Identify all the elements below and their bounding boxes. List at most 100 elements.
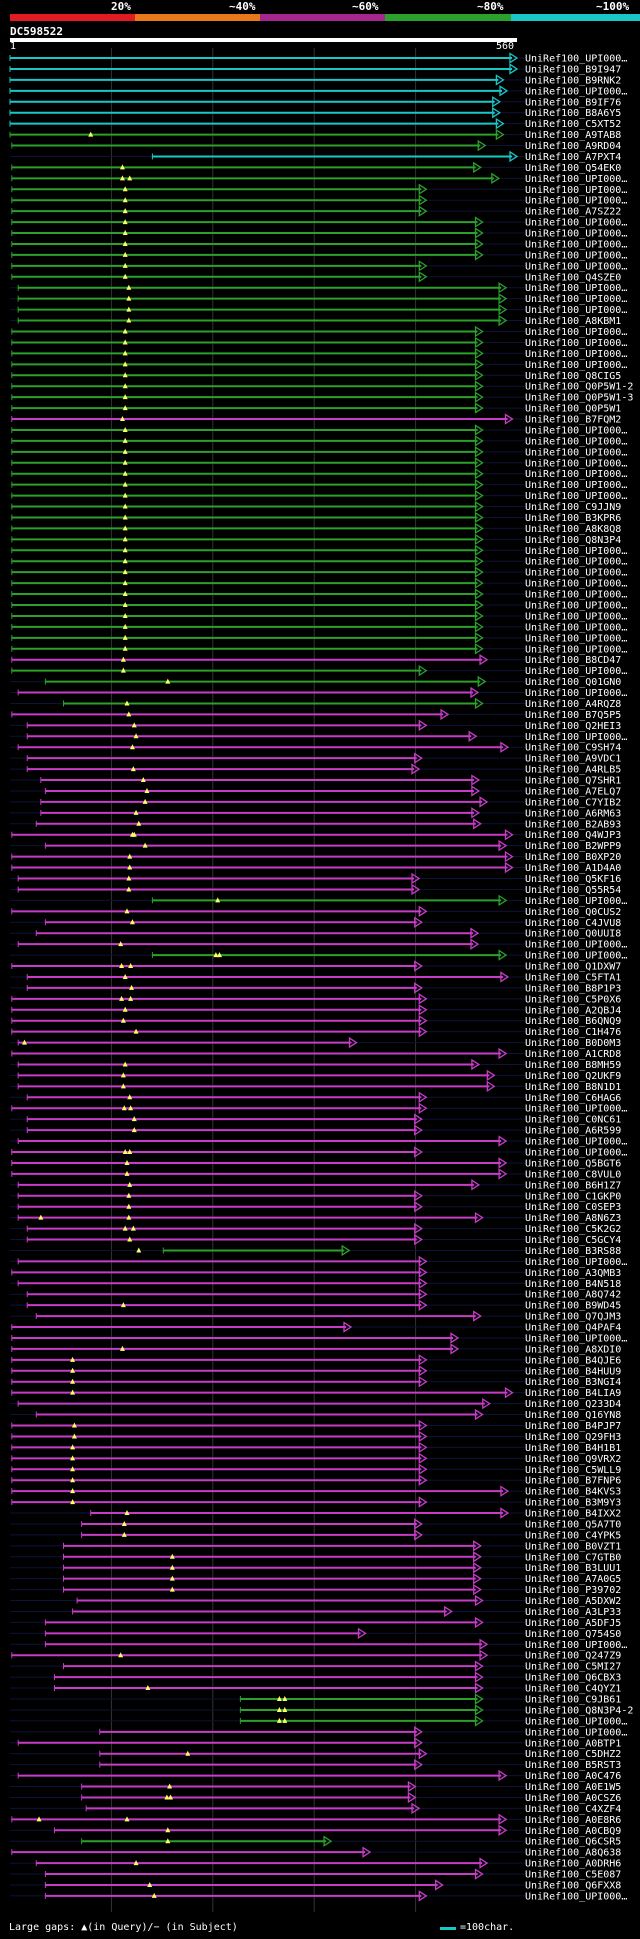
hit-label[interactable]: UniRef100_B9RNK2 (525, 75, 621, 86)
hit-label[interactable]: UniRef100_UPI000… (525, 1716, 627, 1727)
hit-label[interactable]: UniRef100_B4PJP7 (525, 1421, 621, 1432)
hit-label[interactable]: UniRef100_UPI000… (525, 174, 627, 185)
hit-label[interactable]: UniRef100_B6QNQ9 (525, 1016, 621, 1027)
hit-label[interactable]: UniRef100_Q7SHR1 (525, 776, 621, 787)
hit-label[interactable]: UniRef100_UPI000… (525, 579, 627, 590)
hit-label[interactable]: UniRef100_UPI000… (525, 425, 627, 436)
hit-label[interactable]: UniRef100_A0C476 (525, 1771, 621, 1782)
hit-label[interactable]: UniRef100_B9I947 (525, 64, 621, 75)
hit-label[interactable]: UniRef100_C4YPK5 (525, 1530, 621, 1541)
hit-label[interactable]: UniRef100_Q5A7T0 (525, 1519, 621, 1530)
hit-label[interactable]: UniRef100_A1CRD8 (525, 1049, 621, 1060)
hit-label[interactable]: UniRef100_A8N6Z3 (525, 1213, 621, 1224)
hit-label[interactable]: UniRef100_C9SH74 (525, 743, 621, 754)
hit-label[interactable]: UniRef100_C5FTA1 (525, 972, 621, 983)
hit-label[interactable]: UniRef100_UPI000… (525, 688, 627, 699)
hit-label[interactable]: UniRef100_A0E8R6 (525, 1815, 621, 1826)
hit-label[interactable]: UniRef100_A5DFJ5 (525, 1618, 621, 1629)
hit-label[interactable]: UniRef100_A9VDC1 (525, 754, 621, 765)
hit-label[interactable]: UniRef100_P39702 (525, 1585, 621, 1596)
hit-label[interactable]: UniRef100_A7ELQ7 (525, 786, 621, 797)
hit-label[interactable]: UniRef100_B8P1P3 (525, 983, 621, 994)
hit-label[interactable]: UniRef100_UPI000… (525, 447, 627, 458)
hit-label[interactable]: UniRef100_B5RST3 (525, 1760, 621, 1771)
hit-label[interactable]: UniRef100_Q5BGT6 (525, 1158, 621, 1169)
hit-label[interactable]: UniRef100_Q0P5W1-2 (525, 382, 633, 393)
hit-label[interactable]: UniRef100_UPI000… (525, 622, 627, 633)
hit-label[interactable]: UniRef100_B4HUU9 (525, 1366, 621, 1377)
hit-label[interactable]: UniRef100_C9JJN9 (525, 502, 621, 513)
hit-label[interactable]: UniRef100_C4QYZ1 (525, 1684, 621, 1695)
hit-label[interactable]: UniRef100_Q0CUS2 (525, 907, 621, 918)
hit-label[interactable]: UniRef100_B7Q5P5 (525, 710, 621, 721)
hit-label[interactable]: UniRef100_C0NC61 (525, 1115, 621, 1126)
hit-label[interactable]: UniRef100_C1GKP0 (525, 1191, 621, 1202)
hit-label[interactable]: UniRef100_B8MH59 (525, 1060, 621, 1071)
hit-label[interactable]: UniRef100_A4RQZ8 (525, 699, 621, 710)
hit-label[interactable]: UniRef100_Q8N3P4 (525, 535, 621, 546)
hit-label[interactable]: UniRef100_UPI000… (525, 185, 627, 196)
hit-label[interactable]: UniRef100_A0CBQ9 (525, 1826, 621, 1837)
hit-label[interactable]: UniRef100_UPI000… (525, 283, 627, 294)
hit-label[interactable]: UniRef100_A0CSZ6 (525, 1793, 621, 1804)
hit-label[interactable]: UniRef100_B3M9Y3 (525, 1498, 621, 1509)
hit-label[interactable]: UniRef100_A2QBJ4 (525, 1005, 621, 1016)
hit-label[interactable]: UniRef100_B4IXX2 (525, 1509, 621, 1520)
hit-label[interactable]: UniRef100_B0VZT1 (525, 1541, 621, 1552)
hit-label[interactable]: UniRef100_UPI000… (525, 633, 627, 644)
hit-label[interactable]: UniRef100_C7YIB2 (525, 797, 621, 808)
hit-label[interactable]: UniRef100_B3KPR6 (525, 513, 621, 524)
hit-label[interactable]: UniRef100_UPI000… (525, 458, 627, 469)
hit-label[interactable]: UniRef100_UPI000… (525, 1137, 627, 1148)
hit-label[interactable]: UniRef100_UPI000… (525, 261, 627, 272)
hit-label[interactable]: UniRef100_Q0P5W1-3 (525, 393, 633, 404)
hit-label[interactable]: UniRef100_B4QJE6 (525, 1355, 621, 1366)
hit-label[interactable]: UniRef100_UPI000… (525, 250, 627, 261)
hit-label[interactable]: UniRef100_A8XDI0 (525, 1344, 621, 1355)
hit-label[interactable]: UniRef100_UPI000… (525, 229, 627, 240)
hit-label[interactable]: UniRef100_C8VUL0 (525, 1169, 621, 1180)
hit-label[interactable]: UniRef100_UPI000… (525, 896, 627, 907)
hit-label[interactable]: UniRef100_UPI000… (525, 601, 627, 612)
hit-label[interactable]: UniRef100_UPI000… (525, 491, 627, 502)
hit-label[interactable]: UniRef100_Q4SZE0 (525, 272, 621, 283)
hit-label[interactable]: UniRef100_UPI000… (525, 557, 627, 568)
hit-label[interactable]: UniRef100_C5WLL9 (525, 1465, 621, 1476)
hit-label[interactable]: UniRef100_A9RD04 (525, 141, 621, 152)
hit-label[interactable]: UniRef100_C5DHZ2 (525, 1749, 621, 1760)
hit-label[interactable]: UniRef100_B9WD45 (525, 1301, 621, 1312)
hit-label[interactable]: UniRef100_UPI000… (525, 732, 627, 743)
hit-label[interactable]: UniRef100_A0BTP1 (525, 1738, 621, 1749)
hit-label[interactable]: UniRef100_C4JVU8 (525, 918, 621, 929)
hit-label[interactable]: UniRef100_C5GCY4 (525, 1235, 621, 1246)
hit-label[interactable]: UniRef100_Q6CSR5 (525, 1837, 621, 1848)
hit-label[interactable]: UniRef100_UPI000… (525, 196, 627, 207)
hit-label[interactable]: UniRef100_UPI000… (525, 951, 627, 962)
hit-label[interactable]: UniRef100_C5P0X6 (525, 994, 621, 1005)
hit-label[interactable]: UniRef100_A6RM63 (525, 808, 621, 819)
hit-label[interactable]: UniRef100_B3RS88 (525, 1246, 621, 1257)
hit-label[interactable]: UniRef100_UPI000… (525, 1257, 627, 1268)
hit-label[interactable]: UniRef100_A6R599 (525, 1126, 621, 1137)
hit-label[interactable]: UniRef100_A3LP33 (525, 1607, 621, 1618)
hit-label[interactable]: UniRef100_B3NGI4 (525, 1377, 621, 1388)
hit-label[interactable]: UniRef100_Q4PAF4 (525, 1323, 621, 1334)
hit-label[interactable]: UniRef100_A5DXW2 (525, 1596, 621, 1607)
hit-label[interactable]: UniRef100_Q8CIG5 (525, 371, 621, 382)
hit-label[interactable]: UniRef100_A9TAB8 (525, 130, 621, 141)
hit-label[interactable]: UniRef100_Q2UKF9 (525, 1071, 621, 1082)
hit-label[interactable]: UniRef100_UPI000… (525, 611, 627, 622)
hit-label[interactable]: UniRef100_Q0P5W1 (525, 404, 621, 415)
hit-label[interactable]: UniRef100_B8A6Y5 (525, 108, 621, 119)
hit-label[interactable]: UniRef100_C9JB61 (525, 1695, 621, 1706)
hit-label[interactable]: UniRef100_C4XZF4 (525, 1804, 621, 1815)
hit-label[interactable]: UniRef100_UPI000… (525, 480, 627, 491)
hit-label[interactable]: UniRef100_Q6FXX8 (525, 1880, 621, 1891)
hit-label[interactable]: UniRef100_B0XP20 (525, 852, 621, 863)
hit-label[interactable]: UniRef100_A8Q638 (525, 1848, 621, 1859)
hit-label[interactable]: UniRef100_C5K2G2 (525, 1224, 621, 1235)
hit-label[interactable]: UniRef100_A1D4A0 (525, 863, 621, 874)
hit-label[interactable]: UniRef100_UPI000… (525, 644, 627, 655)
hit-label[interactable]: UniRef100_A7A0G5 (525, 1574, 621, 1585)
hit-label[interactable]: UniRef100_UPI000… (525, 1727, 627, 1738)
